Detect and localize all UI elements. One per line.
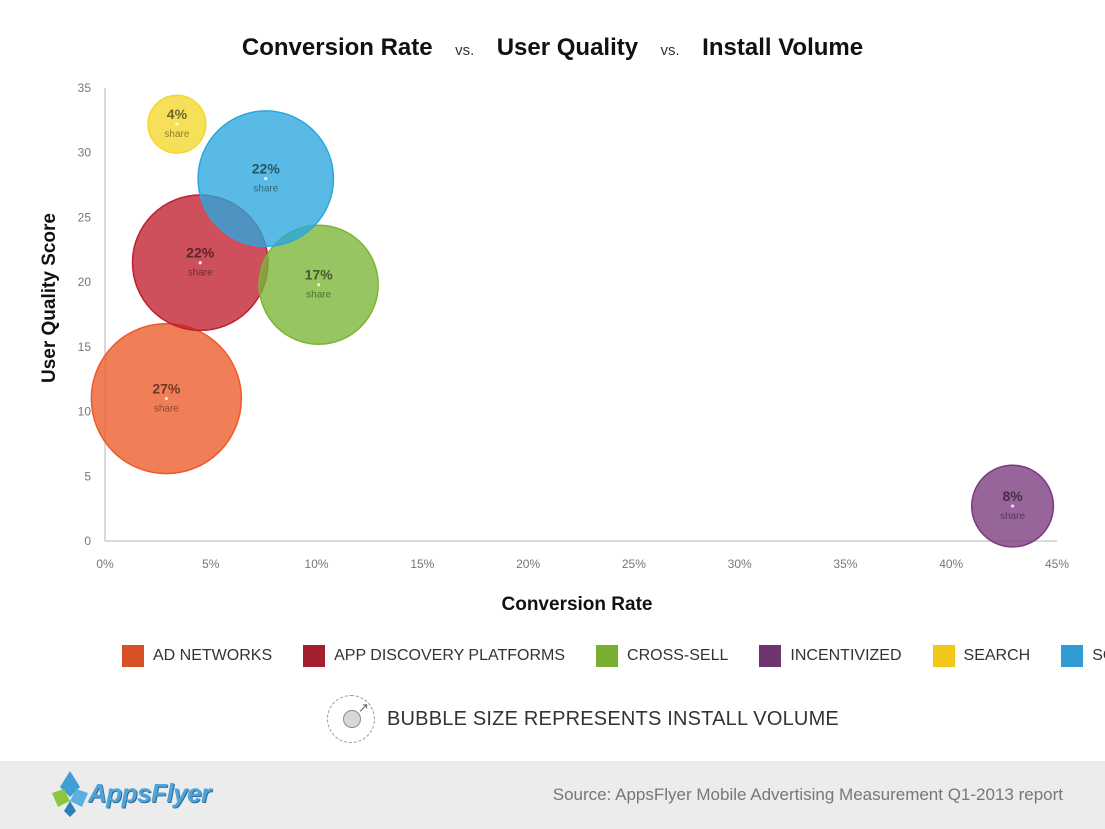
x-axis-label: Conversion Rate	[502, 594, 653, 615]
bubble-cross-sell: 17% share	[258, 224, 379, 345]
legend-label: CROSS-SELL	[627, 647, 729, 664]
bubble-share-sublabel: share	[188, 268, 213, 279]
title-part-conversion-rate: Conversion Rate	[241, 34, 433, 61]
bubble-share-sublabel: share	[306, 290, 331, 301]
x-tick-label: 25%	[622, 557, 646, 571]
x-tick-label: 35%	[833, 557, 857, 571]
x-tick-labels: 0% 5% 10% 15% 20% 25% 30% 35% 40% 45%	[96, 557, 1069, 571]
title-part-install-volume: Install Volume	[702, 34, 864, 61]
legend-swatch	[122, 645, 144, 667]
x-tick-label: 40%	[939, 557, 963, 571]
x-tick-label: 30%	[728, 557, 752, 571]
bubble-share-sublabel: share	[154, 404, 179, 415]
bubble-ad-networks: 27% share	[90, 322, 243, 475]
source-text: Source: AppsFlyer Mobile Advertising Mea…	[552, 785, 1063, 804]
bubble-center-dot	[1010, 504, 1015, 508]
appsflyer-logo-icon	[52, 771, 88, 817]
bubble-center-dot	[175, 122, 179, 126]
legend-swatch	[759, 645, 782, 667]
footer: AppsFlyer Source: AppsFlyer Mobile Adver…	[0, 761, 1105, 829]
bubble-center-dot	[317, 283, 321, 287]
bubble-center-dot	[164, 397, 168, 401]
title-part-user-quality: User Quality	[496, 34, 639, 61]
bubble-share-label: 8%	[1002, 488, 1023, 504]
x-tick-label: 20%	[516, 557, 540, 571]
bubble-share-sublabel: share	[164, 129, 189, 140]
legend-label: INCENTIVIZED	[790, 647, 902, 664]
y-tick-label: 15	[78, 340, 92, 354]
y-axis-label: User Quality Score	[39, 213, 60, 383]
x-tick-label: 15%	[410, 557, 434, 571]
bubble-social: 22% share	[197, 110, 335, 248]
legend-item-ad-networks: AD NETWORKS	[122, 645, 272, 667]
appsflyer-logo: AppsFlyer	[44, 767, 211, 819]
bubble-share-label: 4%	[167, 106, 188, 122]
bubble-chart: 0 5 10 15 20 25 30 35 0% 5% 10% 15% 20% 25% 30% 35% 40%…	[39, 81, 1069, 615]
bubble-search: 4% share	[147, 94, 207, 154]
appsflyer-logo-text: AppsFlyer	[88, 777, 211, 808]
legend-swatch	[596, 645, 619, 667]
legend-label: SEARCH	[963, 647, 1031, 664]
chart-legend: AD NETWORKS APP DISCOVERY PLATFORMS CROSS-…	[122, 644, 1105, 668]
bubble-size-note-text: BUBBLE SIZE REPRESENTS INSTALL VOLUME	[387, 707, 839, 730]
y-tick-labels: 0 5 10 15 20 25 30 35	[78, 81, 92, 548]
legend-item-search: SEARCH	[932, 645, 1031, 667]
bubble-center-dot	[264, 177, 268, 181]
y-tick-label: 0	[84, 534, 91, 548]
legend-item-cross-sell: CROSS-SELL	[596, 645, 728, 667]
x-tick-label: 0%	[96, 557, 114, 571]
bubble-size-icon: ↗	[327, 695, 375, 743]
y-tick-label: 25	[78, 210, 92, 224]
y-tick-label: 10	[78, 405, 92, 419]
x-tick-label: 10%	[305, 557, 329, 571]
y-tick-label: 35	[78, 81, 92, 95]
legend-item-social: SOCIAL	[1061, 645, 1105, 667]
bubble-share-label: 17%	[305, 267, 334, 283]
legend-label: APP DISCOVERY PLATFORMS	[334, 647, 566, 664]
legend-swatch	[303, 645, 326, 667]
bubble-size-note: ↗ BUBBLE SIZE REPRESENTS INSTALL VOLUME	[327, 694, 839, 744]
bubble-share-label: 22%	[252, 161, 281, 177]
legend-label: SOCIAL	[1092, 647, 1105, 664]
chart-title: Conversion Rate vs. User Quality vs. Ins…	[0, 34, 1105, 62]
title-vs-1: vs.	[455, 42, 475, 59]
legend-swatch	[1061, 645, 1084, 667]
legend-label: AD NETWORKS	[153, 647, 273, 664]
y-tick-label: 5	[84, 469, 91, 483]
legend-item-incentivized: INCENTIVIZED	[759, 645, 902, 667]
legend-item-app-discovery-platforms: APP DISCOVERY PLATFORMS	[303, 645, 565, 667]
bubble-center-dot	[198, 261, 202, 265]
bubble-incentivized: 8% share	[970, 464, 1055, 548]
legend-swatch	[932, 645, 955, 667]
bubble-share-sublabel: share	[1000, 511, 1025, 522]
bubble-share-label: 22%	[186, 245, 215, 261]
x-tick-label: 45%	[1045, 557, 1069, 571]
y-tick-label: 20	[78, 275, 92, 289]
y-tick-label: 30	[78, 146, 92, 160]
x-tick-label: 5%	[202, 557, 220, 571]
title-vs-2: vs.	[660, 42, 680, 59]
bubble-share-sublabel: share	[253, 184, 278, 195]
bubble-share-label: 27%	[152, 381, 181, 397]
